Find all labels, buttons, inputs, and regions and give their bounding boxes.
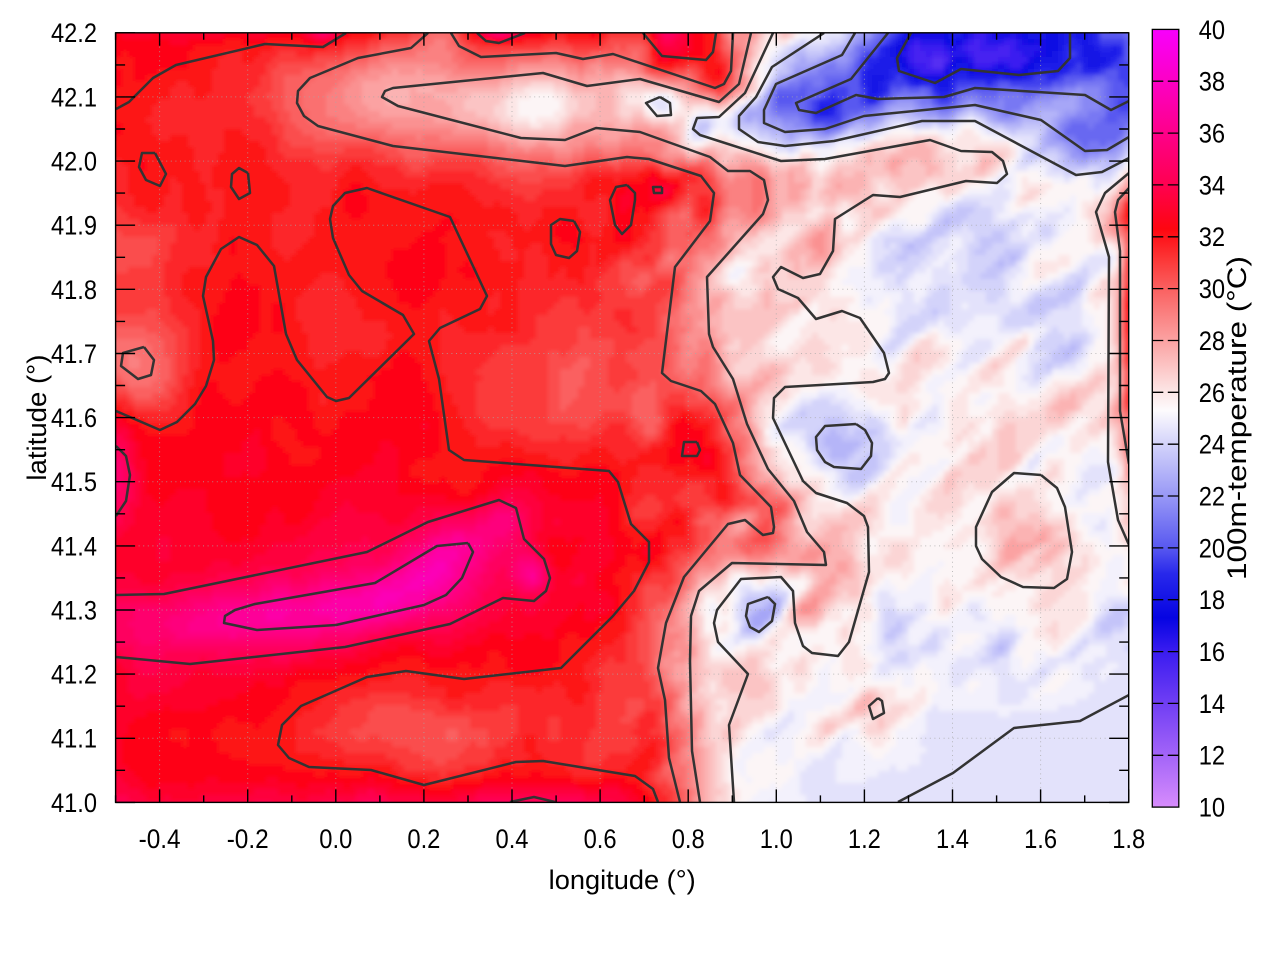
svg-text:40: 40 <box>1199 15 1225 45</box>
svg-text:41.6: 41.6 <box>51 403 97 433</box>
svg-text:38: 38 <box>1199 67 1225 97</box>
svg-text:0.4: 0.4 <box>496 824 529 854</box>
svg-text:0.0: 0.0 <box>319 824 352 854</box>
svg-text:16: 16 <box>1199 637 1225 667</box>
svg-text:1.4: 1.4 <box>936 824 969 854</box>
svg-text:24: 24 <box>1199 430 1225 460</box>
svg-text:42.1: 42.1 <box>51 82 97 112</box>
svg-text:20: 20 <box>1199 533 1225 563</box>
svg-text:41.3: 41.3 <box>51 595 97 625</box>
svg-text:41.4: 41.4 <box>51 531 97 561</box>
svg-text:-0.4: -0.4 <box>139 824 181 854</box>
svg-text:42.2: 42.2 <box>51 18 97 48</box>
svg-text:42.0: 42.0 <box>51 147 97 177</box>
svg-text:latitude (°): latitude (°) <box>22 355 52 481</box>
svg-text:41.8: 41.8 <box>51 275 97 305</box>
svg-text:14: 14 <box>1199 689 1225 719</box>
svg-text:41.7: 41.7 <box>51 339 97 369</box>
svg-text:41.5: 41.5 <box>51 467 97 497</box>
svg-text:100m-temperature (°C): 100m-temperature (°C) <box>1222 256 1252 580</box>
svg-text:10: 10 <box>1199 793 1225 823</box>
svg-text:34: 34 <box>1199 170 1225 200</box>
svg-text:22: 22 <box>1199 482 1225 512</box>
svg-text:28: 28 <box>1199 326 1225 356</box>
svg-text:26: 26 <box>1199 378 1225 408</box>
svg-text:0.8: 0.8 <box>672 824 705 854</box>
svg-text:0.2: 0.2 <box>407 824 440 854</box>
svg-text:1.2: 1.2 <box>848 824 881 854</box>
svg-text:18: 18 <box>1199 585 1225 615</box>
svg-text:32: 32 <box>1199 222 1225 252</box>
svg-text:30: 30 <box>1199 274 1225 304</box>
svg-text:41.2: 41.2 <box>51 660 97 690</box>
svg-text:-0.2: -0.2 <box>227 824 269 854</box>
svg-text:41.0: 41.0 <box>51 788 97 818</box>
svg-text:0.6: 0.6 <box>584 824 617 854</box>
svg-text:12: 12 <box>1199 741 1225 771</box>
svg-text:41.9: 41.9 <box>51 211 97 241</box>
svg-text:36: 36 <box>1199 119 1225 149</box>
svg-text:1.8: 1.8 <box>1112 824 1145 854</box>
svg-text:longitude (°): longitude (°) <box>549 865 696 895</box>
svg-text:1.6: 1.6 <box>1024 824 1057 854</box>
svg-text:41.1: 41.1 <box>51 724 97 754</box>
svg-text:1.0: 1.0 <box>760 824 793 854</box>
